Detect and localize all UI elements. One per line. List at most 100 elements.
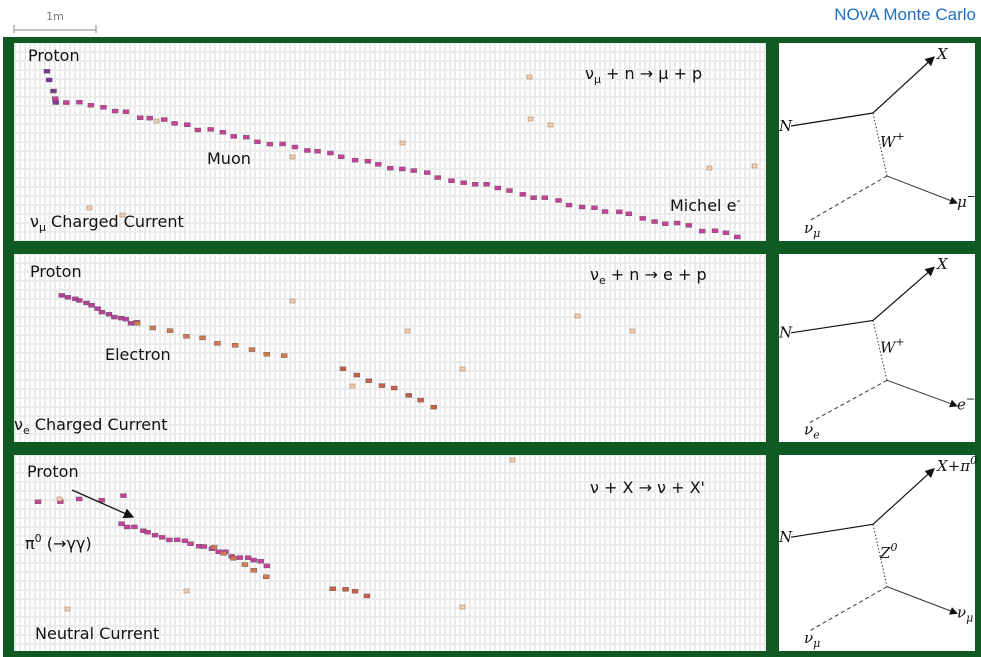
particle-label-t: Electron [105,345,171,364]
interaction-type: νe Charged Current [14,415,168,437]
panel: ν + X → ν + X' Neutral Current Proton π0 (→… [14,454,977,651]
feynman-label-t: e [957,396,966,414]
hit [434,175,441,180]
hit [241,562,249,567]
feynman-label-t: W [880,339,897,357]
hit [353,372,360,378]
hit [111,108,119,114]
hit [327,150,334,156]
hit [519,192,527,197]
reaction: νμ + n → μ + p [585,64,702,86]
hit [86,205,93,211]
feynman-label: e− [957,393,975,414]
hit [144,529,151,535]
hit [711,228,719,233]
hit [76,298,83,303]
hit [64,295,72,300]
feynman-label: νμ [957,603,973,624]
hit [105,311,113,317]
hit [199,335,206,341]
feynman-label-t: N [778,528,793,546]
feynman-label-t: N [778,324,793,342]
feynman-label-t: W [880,133,897,151]
feynman-label: W+ [880,336,905,357]
hit [555,198,562,203]
hit [304,148,311,153]
hit [399,166,406,172]
hit [547,122,554,128]
hit [423,170,431,175]
hit [50,88,57,94]
hit [685,223,693,228]
hit [378,383,386,388]
feynman-label-t: ν [804,219,813,237]
feynman-label-sub: e [813,428,820,441]
feynman-label-sup: − [966,393,975,406]
outgoing-line [872,266,935,321]
hit [153,118,160,124]
hit [417,397,424,403]
feynman-label: Z0 [879,541,897,562]
reaction: νe + n → e + p [590,265,707,287]
interaction-type-t: ν [30,212,39,231]
hit [220,551,227,556]
outgoing-line [872,56,935,114]
hit [181,538,189,544]
hit [87,103,95,108]
hit [349,383,356,389]
particle-label: π0 (→γγ) [25,532,92,553]
hit [751,163,758,169]
interaction-type-t: Neutral Current [35,624,159,643]
feynman-label-t: N [778,117,793,135]
incoming-line [790,112,874,127]
hit [230,556,237,561]
interaction-type-after: Charged Current [46,212,184,231]
hit [52,100,59,105]
hit [88,303,95,308]
detector-cells [14,43,766,241]
hit [136,115,144,121]
hit [52,96,59,101]
feynman-label: W+ [880,130,905,151]
feynman-label-sup: 0 [970,454,977,467]
particle-label: Muon [207,149,251,168]
hit [118,521,125,526]
particle-label-t: Proton [27,462,79,481]
feynman-label-t: μ [957,193,967,211]
hit [625,211,632,217]
feynman-label-sup: + [895,336,904,349]
particle-label-sup: 0 [35,532,42,545]
hit [280,353,288,358]
reaction: ν + X → ν + X' [590,478,705,497]
particle-label-t: Michel e [670,196,736,215]
hit [119,212,126,218]
hit [214,341,221,346]
outgoing-line [872,468,935,525]
hit [184,122,191,127]
hit [122,109,130,114]
hit [565,202,573,208]
hit [94,306,101,311]
hit [629,328,636,334]
particle-label: Michel e- [670,194,740,215]
hit [483,182,490,187]
hit [399,140,406,146]
hit [460,180,467,185]
hit [314,148,321,154]
feynman-label: μ− [957,190,976,211]
feynman-label-sup: + [895,130,904,143]
incoming-line [790,319,874,334]
hit [494,185,502,191]
hit [351,157,359,163]
panel: νμ + n → μ + pνμ Charged CurrentProtonMu… [14,43,976,241]
hit [123,524,131,530]
reaction-after: + n → μ + p [601,64,702,83]
reaction-sub: μ [594,73,601,86]
hit [574,313,581,319]
hit [263,352,270,357]
hit [230,134,237,139]
hit [58,293,65,298]
hit [149,325,156,331]
hit [43,69,51,74]
reaction-sub: e [599,274,606,287]
